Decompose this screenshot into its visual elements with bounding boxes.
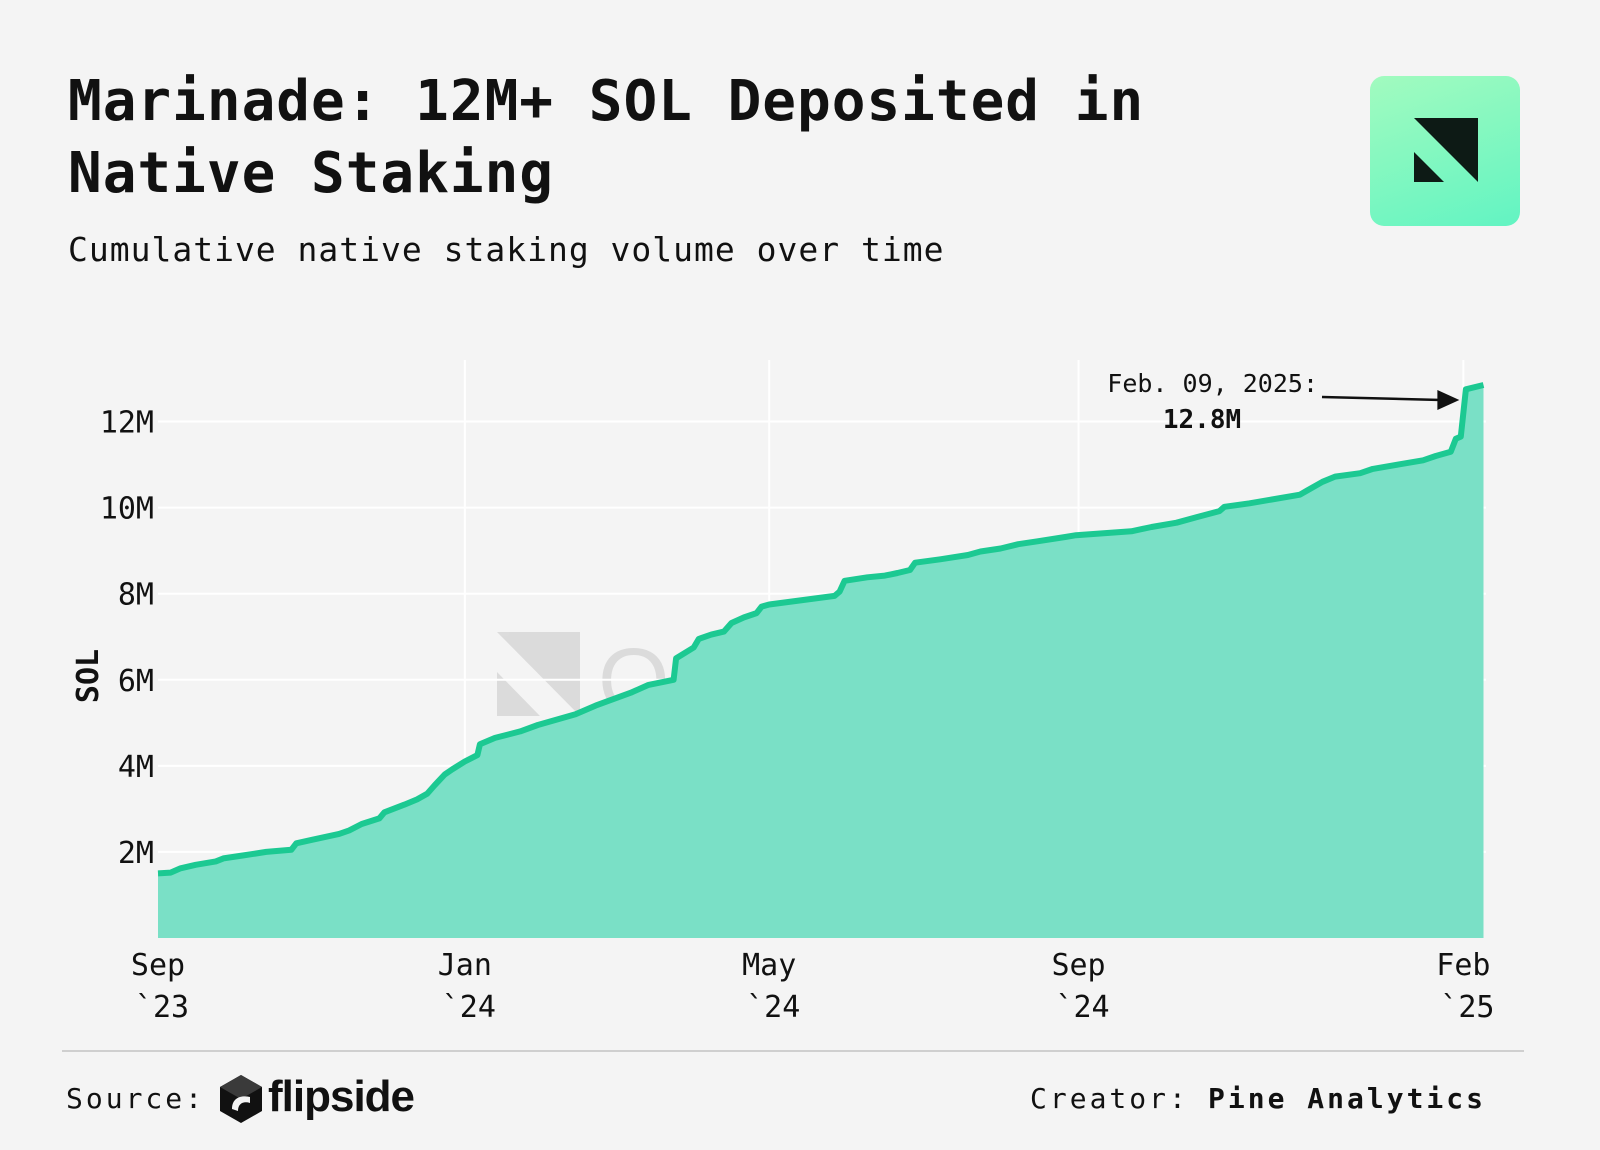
flipside-logo-icon [220, 1075, 262, 1123]
y-tick-label: 10M [100, 492, 154, 527]
footer-divider [62, 1050, 1524, 1052]
x-tick-label-year: `24 [746, 990, 800, 1025]
x-tick-label: Jan [438, 948, 492, 983]
x-tick-label: Sep [1051, 948, 1105, 983]
y-axis-label: SOL [71, 649, 106, 703]
x-tick-label-year: `24 [442, 990, 496, 1025]
source-label: Source: [66, 1082, 206, 1115]
annotation-value: 12.8M [1163, 405, 1241, 435]
annotation-date: Feb. 09, 2025: [1107, 369, 1318, 398]
x-tick-label-year: `25 [1440, 990, 1494, 1025]
y-tick-label: 2M [118, 836, 154, 871]
x-tick-label: May [742, 948, 796, 983]
ournetwork-logo-icon [1370, 76, 1520, 226]
x-tick-label-year: `24 [1055, 990, 1109, 1025]
series-line [157, 382, 1485, 877]
y-tick-label: 6M [118, 664, 154, 699]
area-fill [158, 385, 1484, 938]
chart-subtitle: Cumulative native staking volume over ti… [68, 230, 945, 269]
x-tick-label: Feb [1436, 948, 1490, 983]
y-tick-label: 4M [118, 750, 154, 785]
x-tick-label-year: `23 [135, 990, 189, 1025]
annotation-arrowhead [1437, 390, 1460, 411]
y-tick-label: 8M [118, 578, 154, 613]
y-tick-label: 12M [100, 406, 154, 441]
chart-title: Marinade: 12M+ SOL Deposited in Native S… [68, 69, 1145, 206]
peak-annotation: Feb. 09, 2025: 12.8M [1107, 369, 1460, 435]
flipside-wordmark: flipside [268, 1072, 415, 1121]
creator-name: Pine Analytics [1208, 1082, 1487, 1115]
creator-label: Creator: [1030, 1082, 1189, 1115]
annotation-arrow [1321, 395, 1442, 402]
x-tick-label: Sep [131, 948, 185, 983]
